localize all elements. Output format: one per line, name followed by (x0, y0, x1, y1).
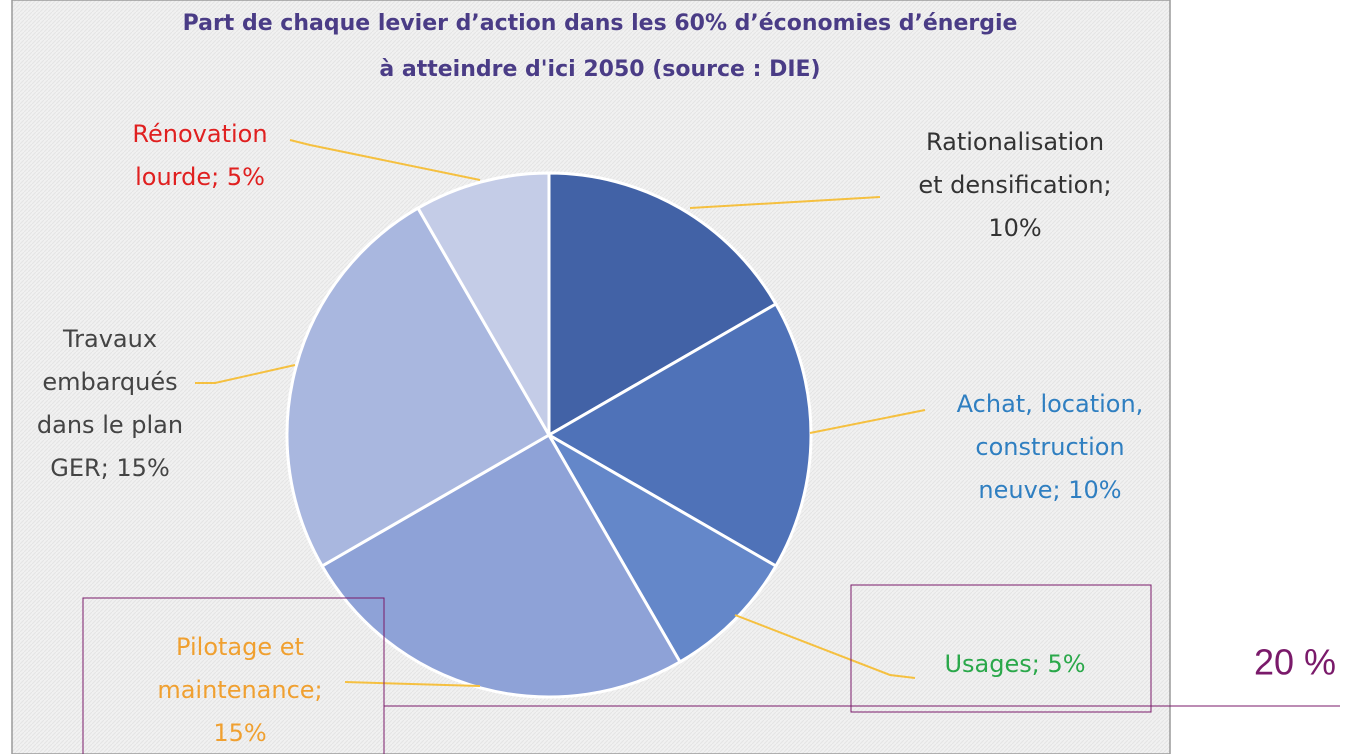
pie-slice (415, 171, 551, 441)
pie-slice (545, 301, 813, 569)
slice-label: GER; 15% (50, 454, 170, 482)
chart-title: à atteindre d'ici 2050 (source : DIE) (379, 57, 820, 82)
leader-line (289, 139, 481, 181)
leader-line (195, 364, 296, 384)
slice-label: neuve; 10% (978, 476, 1121, 504)
leader-line (734, 614, 916, 679)
pie-slice (547, 171, 778, 438)
slice-label: 10% (988, 214, 1041, 242)
slice-label: lourde; 5% (135, 163, 265, 191)
highlight-box (82, 597, 385, 754)
slice-label: maintenance; (157, 676, 322, 704)
slice-label: Achat, location, (957, 390, 1144, 418)
slice-label: Rationalisation (926, 128, 1104, 156)
pie (285, 171, 813, 699)
slice-label: construction (975, 433, 1124, 461)
slice-label: embarqués (42, 368, 177, 396)
leader-line (689, 196, 881, 209)
slice-label: et densification; (918, 171, 1111, 199)
labels: Rationalisation et densification; 10% Achat… (37, 120, 1143, 747)
highlight-box (850, 584, 1152, 713)
leader-line (809, 409, 926, 434)
leader-line (344, 681, 481, 687)
slice-label: Rénovation (132, 120, 267, 148)
chart-title: Part de chaque levier d’action dans les … (183, 11, 1018, 36)
slice-label: Travaux (62, 325, 157, 353)
pie-slice (544, 430, 778, 664)
slice-label: 15% (213, 719, 266, 747)
slice-label: Pilotage et (176, 633, 304, 661)
slice-label: Usages; 5% (944, 650, 1085, 678)
annotation: 20 % (1254, 642, 1336, 683)
pie-slice (320, 432, 683, 699)
pie-slice (285, 206, 552, 569)
slice-label: dans le plan (37, 411, 183, 439)
